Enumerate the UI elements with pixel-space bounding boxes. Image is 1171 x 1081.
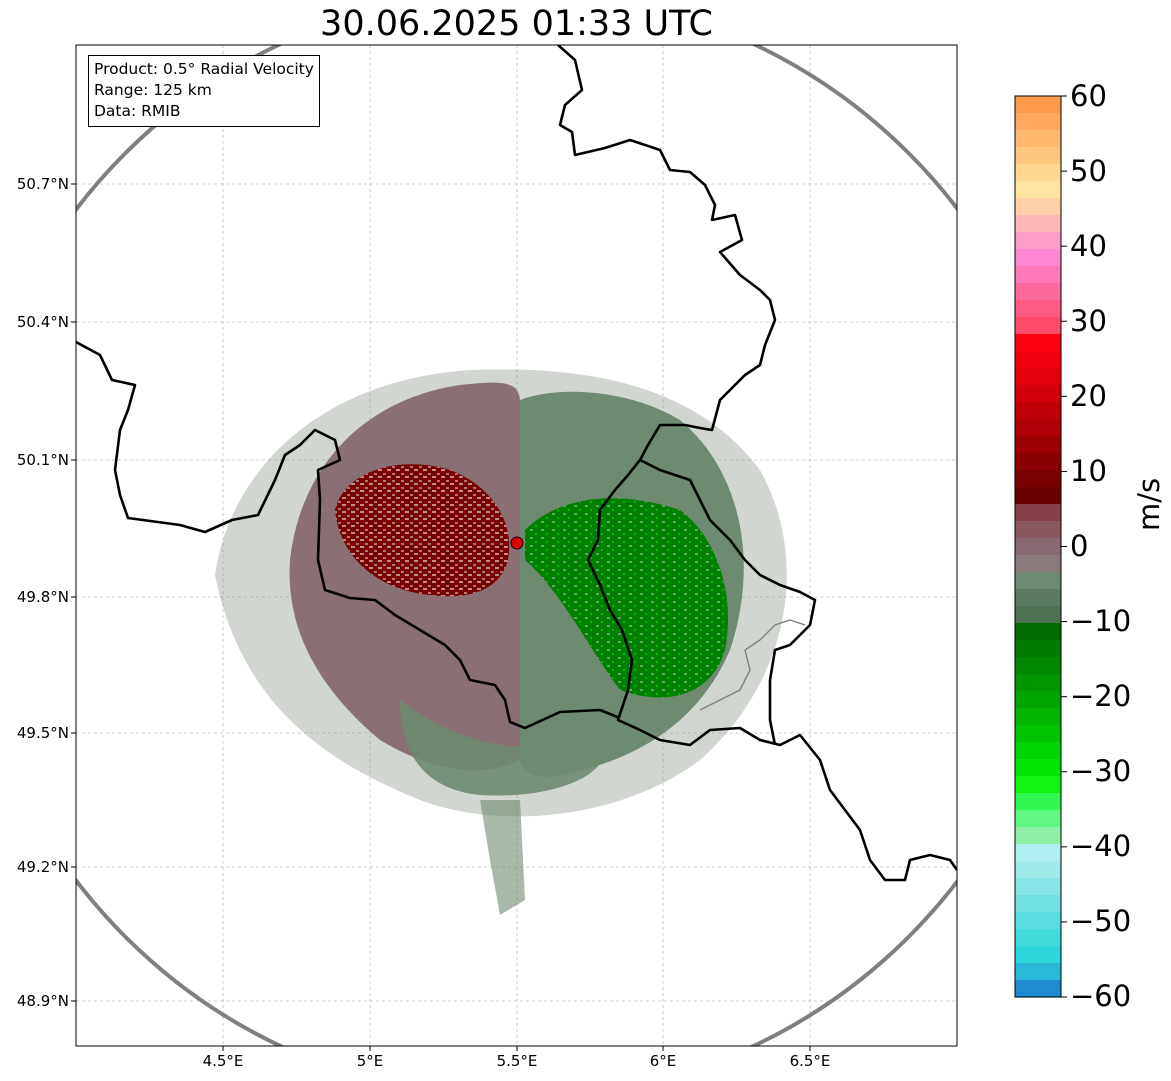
colorbar-segment <box>1015 181 1061 199</box>
colorbar-segment <box>1015 453 1061 471</box>
colorbar-tick-label: 50 <box>1070 154 1107 188</box>
colorbar-segment <box>1015 215 1061 233</box>
colorbar-tick-label: −40 <box>1070 829 1132 863</box>
colorbar-segment <box>1015 113 1061 131</box>
colorbar-segment <box>1015 912 1061 930</box>
lon-tick-label: 6.5°E <box>789 1052 831 1070</box>
lat-tick-label: 50.7°N <box>16 175 69 193</box>
colorbar-segment <box>1015 640 1061 658</box>
colorbar-segment <box>1015 334 1061 352</box>
lat-tick-label: 49.2°N <box>16 858 69 876</box>
product-info-box: Product: 0.5° Radial Velocity Range: 125… <box>88 55 320 127</box>
colorbar-segment <box>1015 232 1061 250</box>
colorbar-segment <box>1015 266 1061 284</box>
colorbar-segment <box>1015 844 1061 862</box>
radar-echo-area <box>215 369 787 915</box>
colorbar-segment <box>1015 147 1061 165</box>
lat-tick-label: 50.4°N <box>16 313 69 331</box>
colorbar-segment <box>1015 810 1061 828</box>
colorbar-segment <box>1015 130 1061 148</box>
colorbar-segment <box>1015 317 1061 335</box>
lon-tick-label: 5.5°E <box>496 1052 538 1070</box>
lat-tick-label: 49.5°N <box>16 724 69 742</box>
colorbar-segment <box>1015 946 1061 964</box>
border-belgium-luxembourg-germany <box>557 45 957 882</box>
colorbar-segment <box>1015 708 1061 726</box>
colorbar-segment <box>1015 96 1061 114</box>
colorbar-segment <box>1015 555 1061 573</box>
colorbar-segment <box>1015 487 1061 505</box>
info-range: Range: 125 km <box>94 81 212 99</box>
colorbar-tick-label: 60 <box>1070 79 1107 113</box>
echo-green-east-speckle <box>525 498 728 698</box>
info-data-source: Data: RMIB <box>94 102 181 120</box>
colorbar-tick-label: 40 <box>1070 229 1107 263</box>
colorbar-segment <box>1015 776 1061 794</box>
colorbar-segment <box>1015 742 1061 760</box>
colorbar-segment <box>1015 674 1061 692</box>
colorbar-segment <box>1015 963 1061 981</box>
lat-tick-label: 49.8°N <box>16 588 69 606</box>
colorbar-tick-label: −50 <box>1070 904 1132 938</box>
colorbar-segment <box>1015 572 1061 590</box>
colorbar-segment <box>1015 980 1061 998</box>
border-france-belgium <box>76 340 621 730</box>
colorbar-segment <box>1015 283 1061 301</box>
colorbar-segment <box>1015 759 1061 777</box>
colorbar-segment <box>1015 504 1061 522</box>
colorbar-segment <box>1015 623 1061 641</box>
colorbar-segment <box>1015 793 1061 811</box>
echo-red-core-speckle <box>335 464 510 597</box>
colorbar-tick-label: 20 <box>1070 379 1107 413</box>
colorbar-segment <box>1015 606 1061 624</box>
colorbar-segment <box>1015 827 1061 845</box>
colorbar-tick-label: −20 <box>1070 679 1132 713</box>
border-luxembourg-germany-east <box>639 458 817 746</box>
colorbar-segment <box>1015 164 1061 182</box>
colorbar-segment <box>1015 402 1061 420</box>
colorbar-segment <box>1015 589 1061 607</box>
colorbar-segment <box>1015 878 1061 896</box>
colorbar-tick-label: −10 <box>1070 604 1132 638</box>
colorbar-unit-label: m/s <box>1132 477 1166 531</box>
colorbar-segment <box>1015 657 1061 675</box>
echo-tail-south <box>480 800 525 915</box>
border-region-gray <box>699 619 806 711</box>
lat-tick-label: 48.9°N <box>16 992 69 1010</box>
lon-tick-label: 5°E <box>356 1052 384 1070</box>
axis-tick-marks <box>71 183 811 1051</box>
colorbar-segment <box>1015 725 1061 743</box>
colorbar-tick-label: −60 <box>1070 979 1132 1013</box>
colorbar-tick-label: 30 <box>1070 304 1107 338</box>
colorbar-segment <box>1015 249 1061 267</box>
colorbar-segment <box>1015 368 1061 386</box>
colorbar-segment <box>1015 861 1061 879</box>
colorbar-segment <box>1015 470 1061 488</box>
plot-title: 30.06.2025 01:33 UTC <box>320 4 713 44</box>
colorbar-segment <box>1015 895 1061 913</box>
colorbar-tick-label: 0 <box>1070 529 1089 563</box>
colorbar-segment <box>1015 198 1061 216</box>
colorbar-segment <box>1015 385 1061 403</box>
country-borders <box>76 45 957 882</box>
lon-tick-label: 6°E <box>649 1052 677 1070</box>
radar-site-marker <box>510 536 524 550</box>
lon-tick-label: 4.5°E <box>202 1052 244 1070</box>
colorbar-segment <box>1015 351 1061 369</box>
colorbar-segment <box>1015 521 1061 539</box>
lat-tick-label: 50.1°N <box>16 451 69 469</box>
colorbar-segment <box>1015 436 1061 454</box>
colorbar-segment <box>1015 538 1061 556</box>
colorbar <box>1015 96 1061 998</box>
echo-graygreen-south <box>400 700 604 796</box>
colorbar-tick-label: −30 <box>1070 754 1132 788</box>
colorbar-tick-label: 10 <box>1070 454 1107 488</box>
info-product: Product: 0.5° Radial Velocity <box>94 60 314 78</box>
colorbar-segment <box>1015 929 1061 947</box>
colorbar-segment <box>1015 419 1061 437</box>
colorbar-segment <box>1015 691 1061 709</box>
colorbar-segment <box>1015 300 1061 318</box>
